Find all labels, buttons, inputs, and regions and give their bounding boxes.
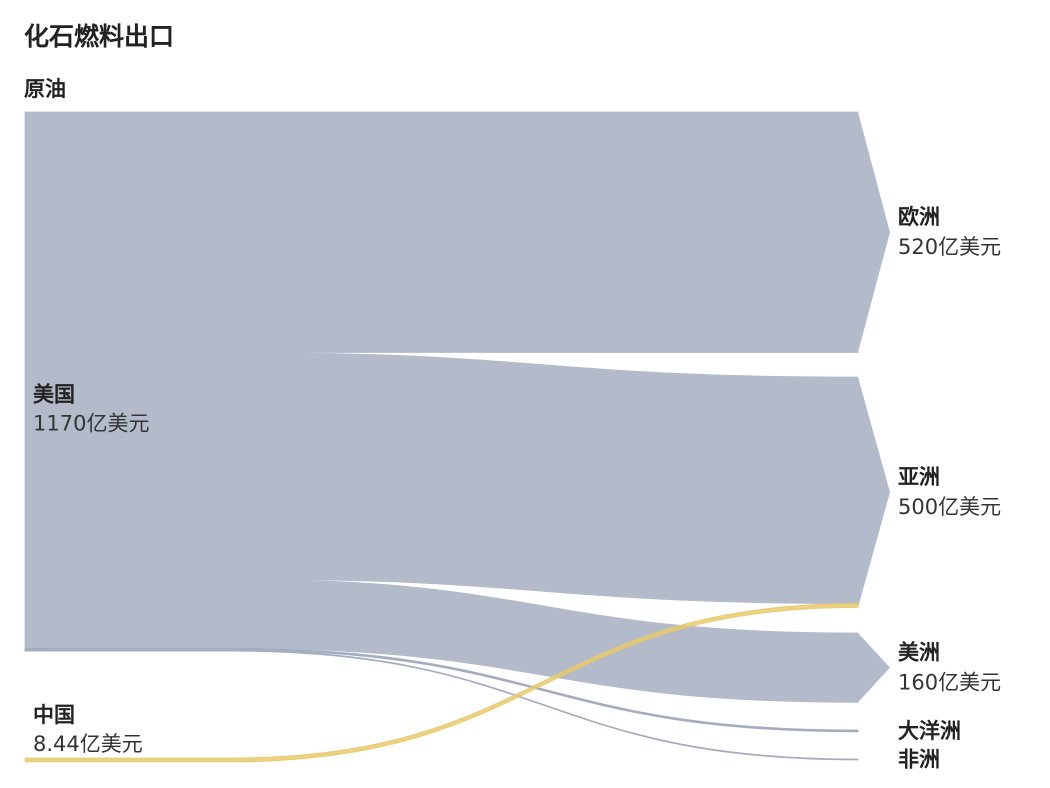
flow: [24, 352, 859, 604]
node-label: 非洲: [898, 747, 940, 771]
node-value: 160亿美元: [898, 671, 1001, 695]
flow: [24, 649, 859, 761]
node-label: 亚洲: [898, 465, 940, 489]
flow: [24, 578, 859, 703]
arrow-head: [858, 377, 890, 608]
node-label: 美国: [33, 383, 75, 407]
flow: [24, 111, 859, 353]
arrow-head: [858, 112, 890, 353]
node-label: 中国: [33, 703, 75, 727]
node-value: 8.44亿美元: [33, 732, 143, 756]
arrow-head: [858, 633, 890, 703]
node-label: 欧洲: [898, 205, 940, 229]
node-label: 美洲: [898, 641, 940, 665]
chart-title: 化石燃料出口: [24, 22, 174, 51]
node-value: 500亿美元: [898, 495, 1001, 519]
node-value: 520亿美元: [898, 235, 1001, 259]
node-label: 大洋洲: [898, 719, 961, 743]
node-value: 1170亿美元: [33, 412, 149, 436]
flow: [24, 647, 859, 733]
chart-subtitle: 原油: [24, 77, 66, 101]
